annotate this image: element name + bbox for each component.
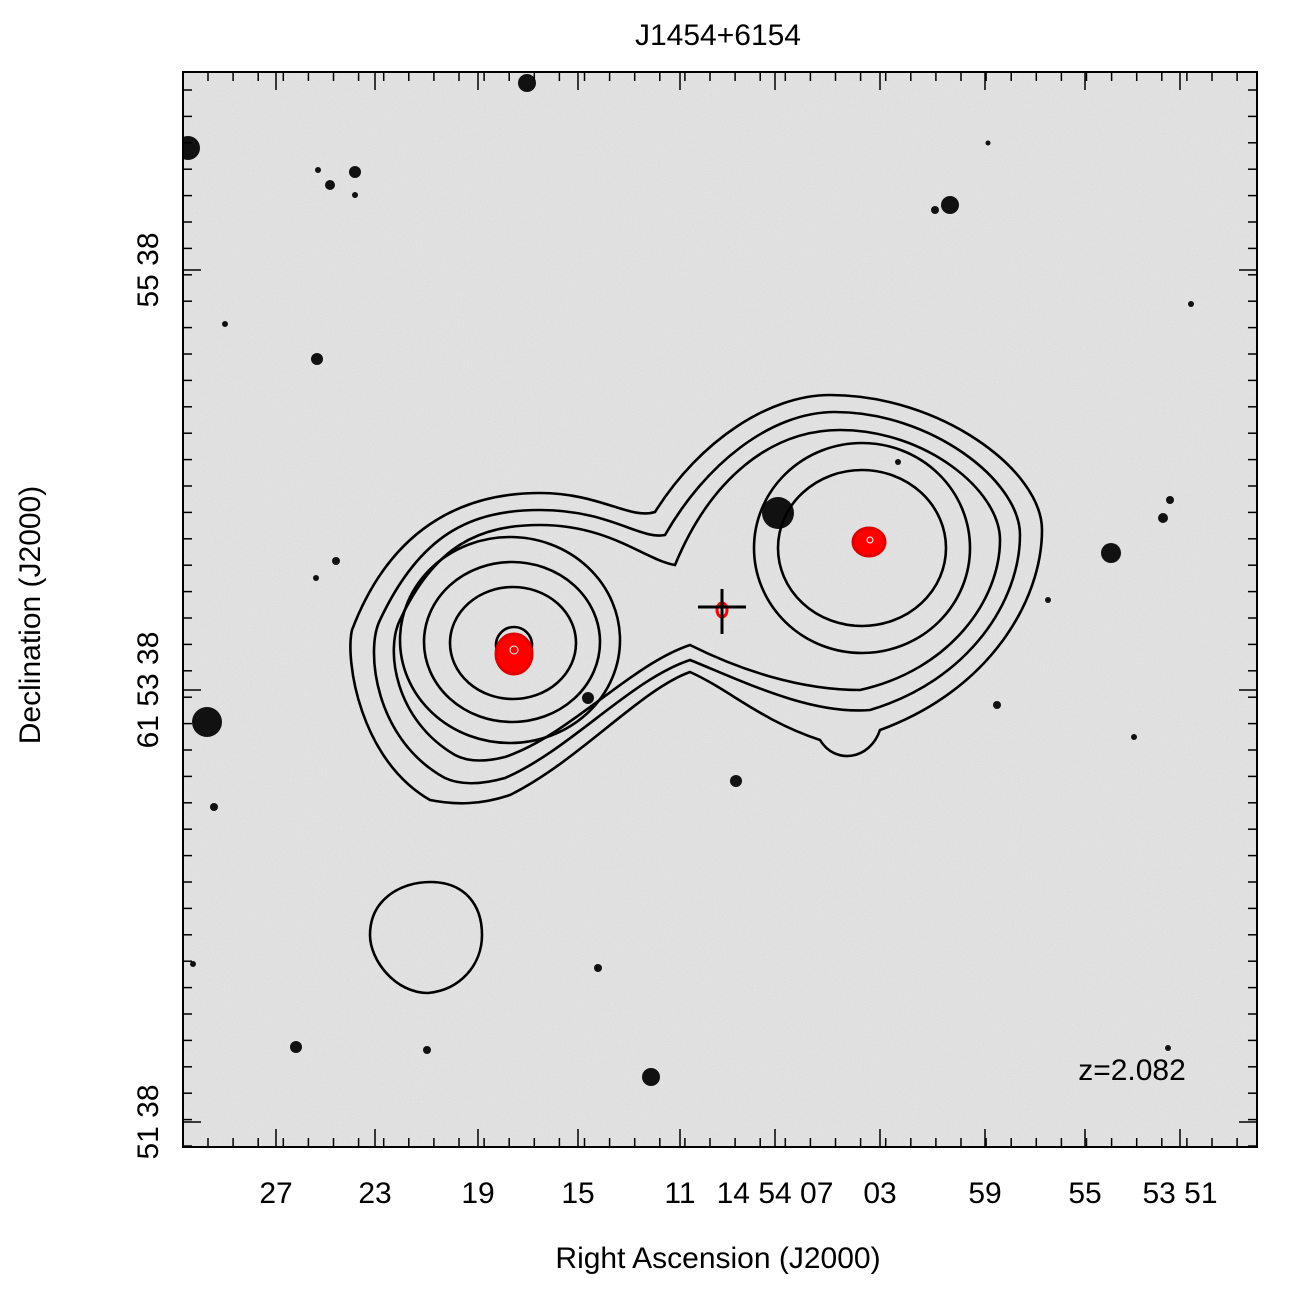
x-tick-label: 14 54 07 (717, 1177, 834, 1210)
sky-noise (183, 72, 1257, 1147)
radio-contours (349, 393, 1044, 995)
host-cross (698, 589, 746, 634)
ticks: 27 23 19 15 11 14 54 07 03 59 55 53 51 55 38 61 53 … (132, 72, 1257, 1210)
x-axis-label: Right Ascension (J2000) (555, 1242, 880, 1275)
y-tick-label: 61 53 38 (132, 632, 165, 749)
x-tick-label: 59 (968, 1177, 1001, 1210)
x-tick-label: 23 (358, 1177, 391, 1210)
title: J1454+6154 (635, 19, 801, 52)
redshift-annotation: z=2.082 (1078, 1054, 1186, 1087)
y-tick-label: 55 38 (132, 232, 165, 307)
x-tick-label: 55 (1068, 1177, 1101, 1210)
x-tick-label: 03 (863, 1177, 896, 1210)
x-tick-label: 15 (561, 1177, 594, 1210)
image (183, 72, 1257, 1147)
x-tick-label: 11 (664, 1177, 695, 1210)
x-tick-label: 19 (461, 1177, 494, 1210)
y-axis-label: Declination (J2000) (14, 486, 47, 744)
x-tick-label: 27 (259, 1177, 292, 1210)
y-tick-label: 51 38 (132, 1084, 165, 1159)
x-tick-label: 53 51 (1142, 1177, 1217, 1210)
frame (182, 71, 1258, 1148)
stars (183, 74, 1194, 1086)
optical-contours (494, 526, 887, 676)
